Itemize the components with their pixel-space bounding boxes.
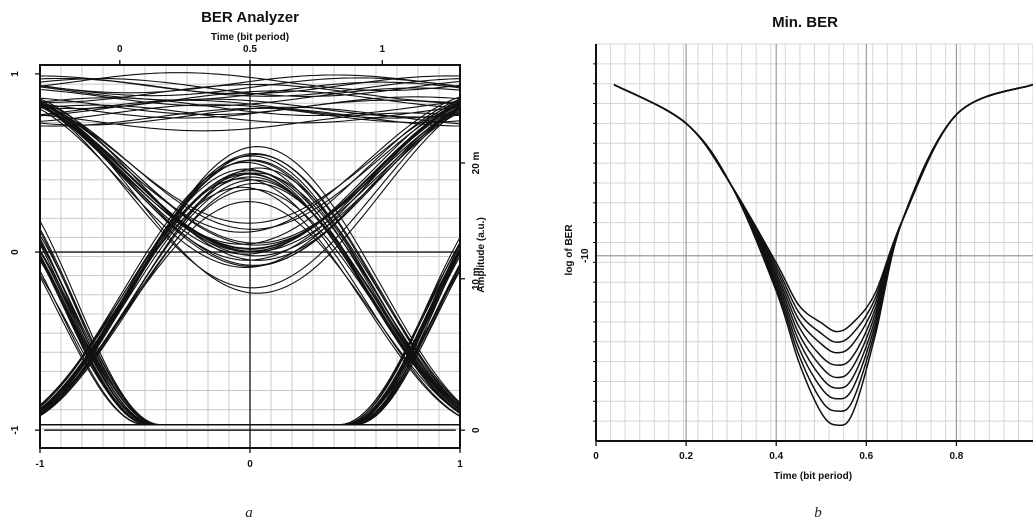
ber-curve xyxy=(613,83,1033,354)
panel-b-sublabel: b xyxy=(814,505,822,521)
eye-trace xyxy=(39,101,461,224)
top-tick-label: 0 xyxy=(117,44,123,55)
x-tick-label: 0.4 xyxy=(769,451,783,462)
eye-trace xyxy=(39,161,461,414)
eye-trace xyxy=(39,96,461,233)
eye-trace xyxy=(39,152,461,414)
eye-trace xyxy=(39,74,461,94)
x-tick-label: 0.2 xyxy=(679,451,693,462)
x-tick-label: 0 xyxy=(593,451,599,462)
bottom-tick-label: 1 xyxy=(457,459,463,470)
y-tick-label: -10 xyxy=(580,248,591,263)
eye-trace xyxy=(39,75,461,95)
eye-trace xyxy=(39,98,461,118)
right-tick-label: 0 xyxy=(471,427,482,433)
eye-diagram-ticks: -1 0 1 0 0.5 1 1 0 -1 20 m 10 m 0 xyxy=(10,44,482,470)
x-tick-label: 0.6 xyxy=(859,451,873,462)
min-ber-x-axis-label: Time (bit period) xyxy=(774,471,852,482)
eye-trace xyxy=(39,100,461,230)
min-ber-grid xyxy=(595,43,1033,442)
top-tick-label: 0.5 xyxy=(243,44,257,55)
eye-trace xyxy=(39,81,461,101)
eye-trace xyxy=(39,104,461,266)
eye-trace xyxy=(39,87,461,107)
min-ber-title: Min. BER xyxy=(772,14,838,31)
ber-curve xyxy=(613,83,1033,379)
eye-trace xyxy=(39,72,461,92)
eye-trace xyxy=(39,146,461,416)
left-tick-label: 0 xyxy=(10,249,21,255)
eye-trace xyxy=(39,179,461,414)
eye-trace xyxy=(39,104,461,124)
eye-diagram-traces xyxy=(39,72,461,431)
eye-diagram-right-axis-label: Amplitude (a.u.) xyxy=(476,217,487,293)
right-tick-label: 20 m xyxy=(471,151,482,174)
eye-trace xyxy=(39,230,460,426)
bottom-tick-label: -1 xyxy=(36,459,45,470)
eye-trace xyxy=(39,106,461,253)
ber-curve xyxy=(613,83,1033,366)
right-tick-label: 10 m xyxy=(471,267,482,290)
x-tick-label: 0.8 xyxy=(949,451,963,462)
eye-diagram-panel: BER Analyzer Time (bit period) -1 0 1 0 0.5 1… xyxy=(10,9,487,521)
top-tick-label: 1 xyxy=(380,44,386,55)
eye-trace xyxy=(39,182,461,416)
eye-trace xyxy=(39,90,461,110)
eye-trace xyxy=(39,99,461,294)
ber-curve xyxy=(613,83,1033,389)
panel-a-sublabel: a xyxy=(245,505,253,521)
left-tick-label: 1 xyxy=(10,71,21,77)
eye-trace xyxy=(39,104,461,268)
min-ber-ticks: 0 0.2 0.4 0.6 0.8 -10 xyxy=(580,63,964,462)
bottom-tick-label: 0 xyxy=(247,459,253,470)
eye-trace xyxy=(39,99,461,255)
min-ber-y-axis-label: log of BER xyxy=(564,224,575,276)
min-ber-panel: Min. BER 0 0.2 0.4 0.6 0.8 -10 Time (bit peri… xyxy=(564,14,1033,521)
ber-curve xyxy=(613,83,1033,427)
min-ber-curves xyxy=(613,83,1033,427)
left-tick-label: -1 xyxy=(10,425,21,434)
eye-trace xyxy=(40,83,460,103)
eye-trace xyxy=(39,186,461,417)
ber-curve xyxy=(613,83,1033,412)
eye-diagram-title: BER Analyzer xyxy=(201,9,299,26)
eye-trace xyxy=(39,178,461,417)
ber-curve xyxy=(613,83,1033,400)
eye-diagram-top-axis-label: Time (bit period) xyxy=(211,32,289,43)
ber-curve xyxy=(613,83,1033,333)
eye-trace xyxy=(39,103,461,244)
